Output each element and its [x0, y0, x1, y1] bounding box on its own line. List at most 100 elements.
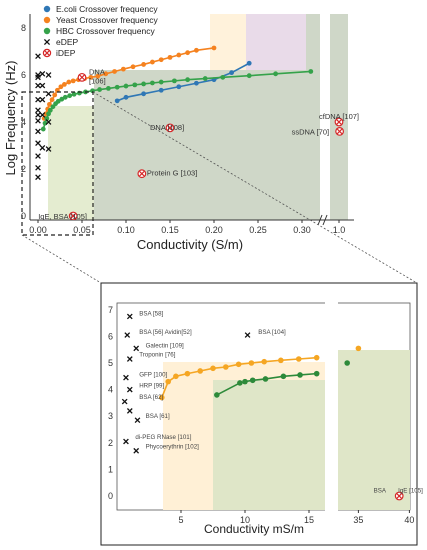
main-series-yeast-crossover-frequency-point-20 — [150, 59, 155, 65]
main-series-edep-point-8 — [35, 153, 41, 159]
inset-series-yeast-crossover-frequency-point-11 — [295, 356, 302, 362]
main-series-hbc-crossover-frequency-point-14 — [90, 88, 95, 94]
main-series-edep-point-2 — [35, 82, 41, 89]
inset-series-hbc-crossover-frequency-point-3 — [249, 377, 256, 384]
main-series-hbc-crossover-frequency-point-16 — [106, 85, 111, 91]
main-series-hbc-crossover-frequency-point-0 — [40, 126, 46, 132]
main-annotation-2: Protein G [103] — [147, 169, 197, 178]
inset-annotation-9: Phycoerythrin [102] — [146, 443, 200, 450]
main-chart: 0.00 0.05 0.10 0.15 0.20 0.25 0.30 1.0 0 2 4 6 8 DN… — [3, 4, 359, 252]
inset-annotations: BSA [58] BSA [56] Avidin[52] Galectin [109… — [135, 310, 423, 494]
main-series-idep-point-0 — [68, 211, 78, 220]
main-series-yeast-crossover-frequency-point-5 — [52, 92, 58, 98]
main-series-hbc-crossover-frequency-point-23 — [172, 78, 177, 84]
inset-series-edep-point-2 — [133, 345, 140, 352]
inset-series-idep — [394, 491, 404, 501]
main-series-hbc-crossover-frequency-point-7 — [55, 98, 61, 104]
main-y-axis-label: Log Frequency (Hz) — [3, 61, 18, 176]
inset-x-tick-label-35: 35 — [353, 515, 363, 525]
inset-series-edep-point-9 — [123, 438, 129, 445]
main-series-hbc-crossover-frequency-point-19 — [132, 82, 138, 88]
inset-series-hbc-crossover-frequency-point-0 — [214, 392, 220, 398]
main-series-edep-point-0 — [35, 53, 41, 60]
inset-annotation-2: Galectin [109] — [146, 342, 184, 349]
inset-series-yeast-crossover-frequency-point-5 — [210, 365, 216, 372]
legend-marker-edep — [43, 38, 51, 46]
inset-series-edep-point-4 — [123, 374, 129, 381]
main-series-hbc-crossover-frequency-point-26 — [220, 74, 226, 80]
inset-series-hbc-crossover-frequency-point-5 — [280, 373, 287, 380]
main-series-hbc-crossover-frequency-point-8 — [59, 96, 65, 102]
main-series-yeast-crossover-frequency-point-21 — [158, 57, 164, 63]
axis-break-mark-1 — [317, 214, 323, 226]
inset-y-tick-label-5: 5 — [108, 358, 113, 368]
inset-series-hbc-crossover-frequency-point-4 — [262, 376, 269, 382]
inset-series-edep-point-0 — [126, 313, 133, 320]
inset-region-right — [338, 350, 410, 510]
legend-marker-idep — [42, 48, 52, 58]
inset-annotation-3: Troponin [76] — [139, 352, 176, 359]
main-series-e-coli-crossover-frequency-point-0 — [114, 98, 120, 104]
inset-series-hbc-crossover-frequency-point-6 — [297, 372, 303, 378]
main-series-yeast-crossover-frequency-point-24 — [185, 50, 191, 56]
main-series-hbc-crossover-frequency-point-22 — [158, 79, 164, 85]
main-x-tick-label-0-25: 0.25 — [249, 225, 267, 235]
inset-annotation-6: BSA [62] — [139, 394, 163, 401]
main-y-tick-label-0: 0 — [21, 211, 26, 221]
inset-x-axis-label: Conductivity mS/m — [204, 522, 304, 536]
main-series-edep-point-12 — [35, 112, 41, 118]
inset-series-yeast-crossover-frequency-point-9 — [261, 358, 268, 365]
inset-series-hbc-crossover-frequency-point-8 — [344, 360, 350, 366]
inset-series-yeast-crossover-frequency-point-7 — [235, 361, 242, 368]
main-series-hbc-crossover-frequency-point-24 — [185, 77, 191, 83]
inset-y-tick-label-1: 1 — [108, 464, 113, 474]
inset-series-edep-point-7 — [126, 408, 133, 414]
main-series-e-coli-crossover-frequency-point-4 — [176, 84, 182, 90]
inset-x-tick-label-10: 10 — [240, 515, 250, 525]
inset-series-edep-point-5 — [126, 386, 133, 393]
inset-y-tick-label-0: 0 — [108, 491, 113, 501]
inset-series-yeast-crossover-frequency-point-4 — [197, 368, 203, 374]
inset-series-edep-point-3 — [126, 356, 133, 362]
main-annotation-4: cfDNA [107] — [319, 112, 359, 121]
main-annotation-1: DNA [108] — [150, 123, 184, 132]
inset-series-edep — [121, 313, 251, 454]
inset-series-yeast-crossover-frequency-point-1 — [165, 378, 171, 385]
inset-x-tick-label-15: 15 — [304, 515, 314, 525]
inset-y-tick-label-7: 7 — [108, 305, 113, 315]
inset-chart: 5 10 15 35 40 0 1 2 3 4 5 6 7 BSA [58] BSA [56] Avid… — [100, 282, 423, 546]
main-series-idep-point-4 — [334, 117, 344, 127]
inset-series-edep-point-1 — [124, 332, 131, 338]
inset-series-yeast-crossover-frequency-point-12 — [313, 354, 320, 361]
inset-series-yeast-crossover-frequency-point-3 — [184, 370, 191, 377]
main-x-tick-label-0-05: 0.05 — [73, 225, 91, 235]
main-series-yeast-crossover-frequency-point-25 — [194, 47, 199, 53]
main-series-edep-point-9 — [35, 164, 41, 171]
main-x-axis-label: Conductivity (S/m) — [137, 237, 243, 252]
main-series-hbc-crossover-frequency-point-27 — [246, 73, 252, 79]
main-series-hbc-crossover-frequency-point-20 — [141, 81, 147, 87]
main-series-edep-point-6 — [35, 128, 41, 135]
inset-axis-gap — [325, 300, 338, 524]
main-series-edep-point-4 — [35, 107, 41, 114]
main-y-tick-label-8: 8 — [21, 23, 26, 33]
legend-label-yeast-crossover-frequency: Yeast Crossover frequency — [56, 15, 158, 25]
inset-series-hbc-crossover-frequency — [214, 360, 350, 398]
main-x-tick-label-0-15: 0.15 — [161, 225, 179, 235]
main-series-yeast-crossover-frequency-point-15 — [103, 71, 109, 77]
inset-x-ticks: 5 10 15 35 40 — [178, 510, 414, 525]
legend-entry-yeast-crossover-frequency: Yeast Crossover frequency — [43, 15, 158, 25]
main-y-ticks: 0 2 4 6 8 — [21, 23, 26, 221]
inset-series-hbc-crossover-frequency-point-7 — [313, 370, 320, 377]
inset-y-tick-label-3: 3 — [108, 411, 113, 421]
inset-series-hbc-crossover-frequency-point-2 — [242, 378, 248, 385]
main-series-e-coli-crossover-frequency-point-8 — [246, 60, 252, 66]
main-x-tick-label-0-20: 0.20 — [205, 225, 223, 235]
axis-break-mark-2 — [322, 214, 328, 226]
main-series-hbc-crossover-frequency — [40, 69, 314, 132]
main-series-e-coli-crossover-frequency-point-3 — [158, 87, 164, 93]
inset-annotation-7: BSA [61] — [146, 413, 170, 420]
main-series — [35, 45, 345, 220]
main-series-yeast-crossover-frequency-point-26 — [211, 45, 217, 51]
main-y-tick-label-6: 6 — [21, 70, 26, 80]
